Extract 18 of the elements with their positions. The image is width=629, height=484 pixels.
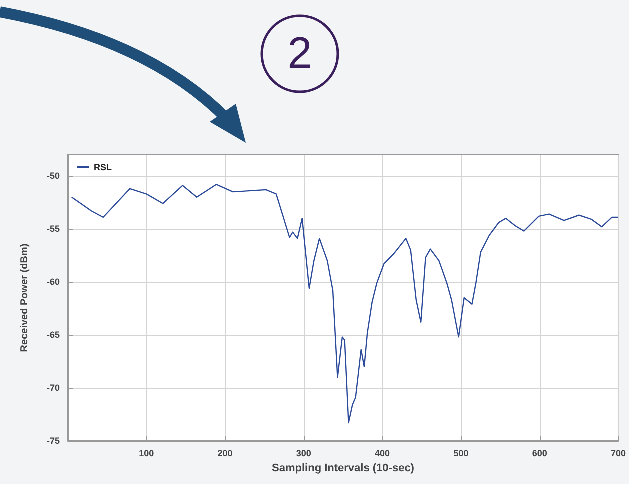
y-tick-label: -75: [46, 436, 60, 446]
x-axis-title: Sampling Intervals (10-sec): [272, 462, 415, 474]
x-tick-label: 400: [375, 448, 390, 458]
x-tick-label: 300: [296, 448, 312, 458]
y-tick-label: -65: [46, 330, 60, 340]
x-tick-label: 700: [610, 448, 626, 458]
y-tick-label: -60: [46, 277, 60, 288]
y-tick-label: -50: [46, 171, 60, 182]
x-tick-label: 200: [218, 448, 233, 458]
y-tick-label: -70: [46, 383, 60, 394]
y-tick-label: -55: [46, 224, 60, 234]
x-tick-label: 600: [532, 448, 548, 458]
legend-label: RSL: [94, 162, 112, 172]
x-tick-label: 500: [454, 448, 469, 458]
y-axis-title: Received Power (dBm): [20, 244, 30, 352]
text: 2: [286, 28, 314, 80]
x-tick-label: 100: [139, 448, 154, 458]
line-series: [71, 184, 620, 424]
